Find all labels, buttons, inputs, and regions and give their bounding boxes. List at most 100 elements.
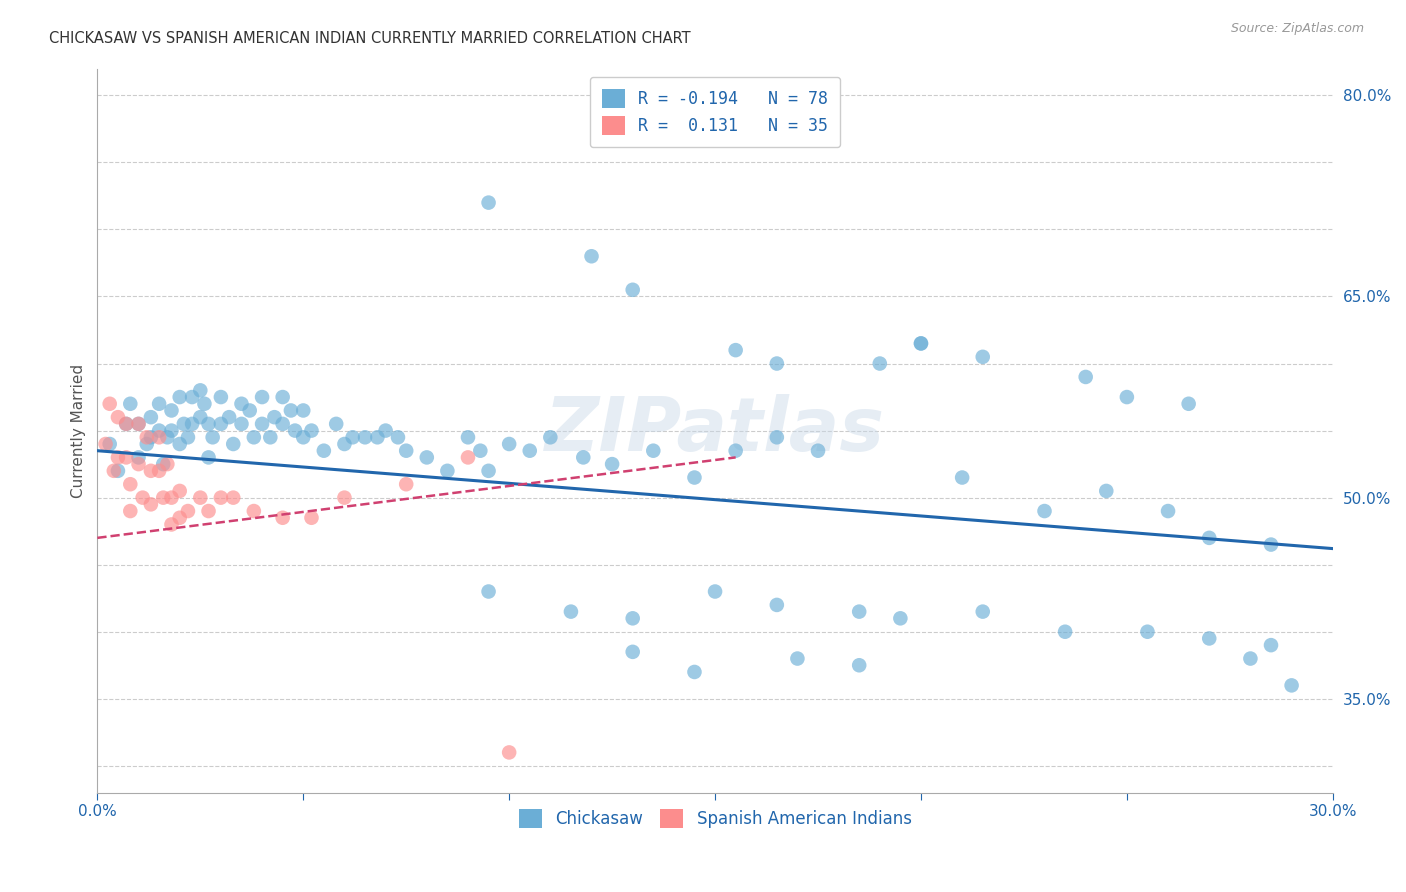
Point	[560, 605, 582, 619]
Point	[477, 584, 499, 599]
Point	[169, 483, 191, 498]
Point	[197, 450, 219, 465]
Point	[201, 430, 224, 444]
Point	[188, 491, 211, 505]
Point	[169, 510, 191, 524]
Point	[188, 384, 211, 398]
Point	[1136, 624, 1159, 639]
Point	[231, 397, 253, 411]
Point	[148, 397, 170, 411]
Point	[222, 491, 245, 505]
Point	[621, 645, 644, 659]
Point	[1033, 504, 1056, 518]
Point	[1157, 504, 1180, 518]
Point	[128, 457, 150, 471]
Point	[292, 403, 315, 417]
Point	[115, 417, 138, 431]
Point	[366, 430, 388, 444]
Point	[498, 746, 520, 760]
Point	[193, 397, 215, 411]
Point	[683, 470, 706, 484]
Point	[128, 450, 150, 465]
Point	[643, 443, 665, 458]
Point	[188, 410, 211, 425]
Point	[581, 249, 603, 263]
Point	[477, 195, 499, 210]
Point	[374, 424, 396, 438]
Point	[231, 417, 253, 431]
Point	[301, 424, 323, 438]
Point	[1115, 390, 1137, 404]
Point	[621, 283, 644, 297]
Point	[333, 491, 356, 505]
Point	[766, 598, 789, 612]
Point	[766, 430, 789, 444]
Point	[250, 390, 273, 404]
Point	[98, 437, 121, 451]
Point	[243, 504, 266, 518]
Point	[683, 665, 706, 679]
Point	[120, 504, 142, 518]
Point	[621, 611, 644, 625]
Point	[600, 457, 623, 471]
Legend: Chickasaw, Spanish American Indians: Chickasaw, Spanish American Indians	[512, 803, 918, 835]
Point	[1239, 651, 1261, 665]
Point	[1260, 538, 1282, 552]
Point	[869, 357, 891, 371]
Point	[148, 464, 170, 478]
Point	[271, 417, 294, 431]
Point	[115, 450, 138, 465]
Point	[120, 397, 142, 411]
Point	[115, 417, 138, 431]
Point	[139, 430, 162, 444]
Point	[910, 336, 932, 351]
Point	[128, 417, 150, 431]
Text: ZIPatlas: ZIPatlas	[546, 394, 884, 467]
Point	[139, 497, 162, 511]
Point	[120, 477, 142, 491]
Point	[173, 417, 195, 431]
Point	[280, 403, 302, 417]
Point	[209, 417, 232, 431]
Point	[177, 504, 200, 518]
Point	[436, 464, 458, 478]
Point	[181, 390, 204, 404]
Point	[724, 343, 747, 358]
Point	[342, 430, 364, 444]
Point	[107, 450, 129, 465]
Point	[1260, 638, 1282, 652]
Point	[139, 464, 162, 478]
Point	[1177, 397, 1199, 411]
Point	[169, 437, 191, 451]
Point	[498, 437, 520, 451]
Point	[209, 491, 232, 505]
Point	[128, 417, 150, 431]
Y-axis label: Currently Married: Currently Married	[72, 364, 86, 498]
Point	[152, 491, 174, 505]
Point	[135, 437, 157, 451]
Point	[292, 430, 315, 444]
Point	[704, 584, 727, 599]
Point	[1095, 483, 1118, 498]
Point	[848, 605, 870, 619]
Point	[271, 510, 294, 524]
Point	[107, 464, 129, 478]
Point	[807, 443, 830, 458]
Text: CHICKASAW VS SPANISH AMERICAN INDIAN CURRENTLY MARRIED CORRELATION CHART: CHICKASAW VS SPANISH AMERICAN INDIAN CUR…	[49, 31, 690, 46]
Point	[218, 410, 240, 425]
Point	[325, 417, 347, 431]
Point	[94, 437, 117, 451]
Point	[152, 457, 174, 471]
Text: Source: ZipAtlas.com: Source: ZipAtlas.com	[1230, 22, 1364, 36]
Point	[766, 357, 789, 371]
Point	[1281, 678, 1303, 692]
Point	[477, 464, 499, 478]
Point	[572, 450, 595, 465]
Point	[107, 410, 129, 425]
Point	[181, 417, 204, 431]
Point	[889, 611, 911, 625]
Point	[519, 443, 541, 458]
Point	[271, 390, 294, 404]
Point	[160, 403, 183, 417]
Point	[259, 430, 281, 444]
